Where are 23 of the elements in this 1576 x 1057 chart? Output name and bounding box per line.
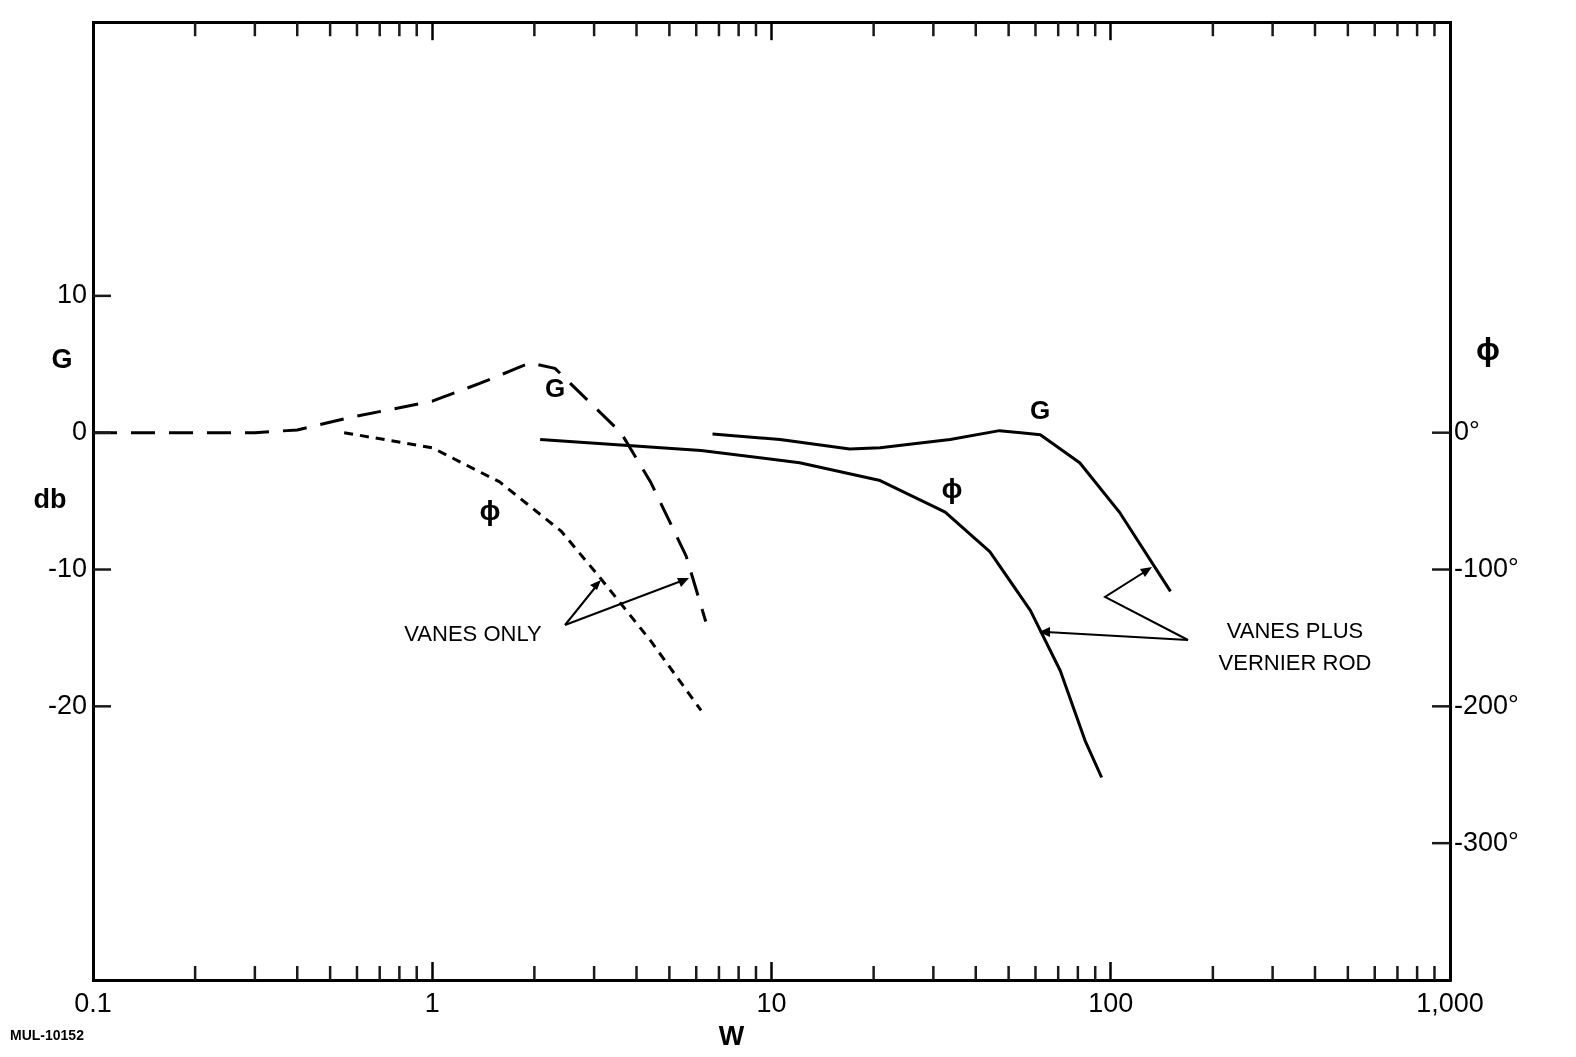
y2-axis-title: ϕ (1476, 330, 1500, 367)
annotation: VANES ONLY (404, 621, 542, 647)
x-tick-label: 0.1 (74, 987, 112, 1018)
x-tick-label: 1,000 (1416, 987, 1484, 1018)
y2-tick-label: -200° (1454, 689, 1519, 720)
x-tick-label: 100 (1088, 987, 1134, 1018)
y-tick-label: 0 (71, 416, 87, 447)
text: G db (33, 344, 73, 515)
annotation: ϕ (941, 472, 963, 504)
y2-tick-label: 0° (1454, 416, 1480, 447)
annotation: VANES PLUS VERNIER ROD (1218, 618, 1372, 676)
y-tick-label: -20 (47, 689, 87, 720)
y2-tick-label: -100° (1454, 552, 1519, 583)
annotation: G (544, 373, 566, 404)
x-tick-label: 10 (756, 987, 787, 1018)
text: MUL-10152 (10, 1026, 85, 1043)
annotation: ϕ (479, 494, 501, 526)
y2-tick-label: -300° (1454, 826, 1519, 857)
annotation: G (1029, 395, 1051, 426)
x-tick-label: 1 (424, 987, 440, 1018)
y-tick-label: -10 (47, 552, 87, 583)
y-tick-label: 10 (56, 279, 87, 310)
x-axis-title: W (718, 1021, 745, 1052)
